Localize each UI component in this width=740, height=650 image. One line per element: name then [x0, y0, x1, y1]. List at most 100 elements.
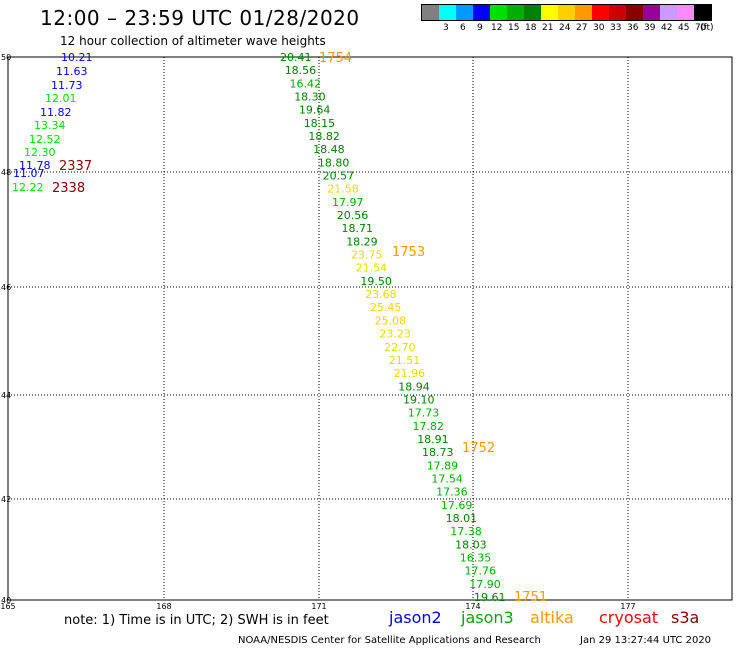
wave-height-label: 17.38: [450, 525, 482, 538]
legend-label: 6: [460, 23, 466, 33]
wave-height-label: 18.01: [446, 512, 478, 525]
wave-height-label: 21.58: [327, 183, 359, 196]
latitude-tick-label: 42: [1, 495, 11, 504]
wave-height-label: 16.35: [460, 552, 492, 565]
wave-height-label: 20.56: [337, 209, 369, 222]
wave-height-label: 12.01: [45, 92, 77, 105]
legend-swatch: [575, 5, 592, 20]
wave-height-label: 19.64: [299, 104, 331, 117]
legend-swatch: [626, 5, 643, 20]
legend-swatch: [439, 5, 456, 20]
wave-height-label: 11.82: [40, 106, 72, 119]
satellite-name: altika: [530, 608, 574, 627]
wave-height-label: 11.63: [56, 65, 88, 78]
wave-height-label: 19.10: [403, 393, 435, 406]
track-time-label: 1752: [462, 441, 495, 456]
latitude-tick-label: 50: [1, 53, 11, 62]
legend-swatch: [473, 5, 490, 20]
wave-height-label: 18.71: [342, 222, 374, 235]
satellite-name: jason2: [389, 608, 442, 627]
wave-height-label: 17.90: [469, 578, 501, 591]
legend-swatch: [422, 5, 439, 20]
longitude-tick-label: 174: [465, 602, 480, 611]
map-subtitle: 12 hour collection of altimeter wave hei…: [60, 34, 326, 48]
legend-label: 45: [678, 23, 690, 33]
wave-height-label: 17.76: [465, 565, 497, 578]
map-grid: [7, 56, 733, 601]
wave-height-label: 25.45: [370, 301, 402, 314]
wave-height-label: 17.69: [441, 499, 473, 512]
wave-height-label: 18.73: [422, 446, 454, 459]
wave-height-label: 12.52: [29, 133, 61, 146]
legend-label: 70: [695, 23, 707, 33]
map-frame: [7, 56, 733, 601]
wave-height-label: 19.61: [474, 591, 506, 604]
legend-label: 27: [576, 23, 588, 33]
legend-label: 9: [477, 23, 483, 33]
longitude-tick-label: 177: [620, 602, 635, 611]
legend-label: 3: [443, 23, 449, 33]
latitude-tick-label: 44: [1, 391, 11, 400]
legend-swatches: [421, 4, 712, 21]
wave-height-label: 11.73: [51, 79, 83, 92]
wave-height-label: 18.30: [294, 91, 326, 104]
wave-height-label: 18.03: [455, 538, 487, 551]
wave-height-label: 18.48: [313, 143, 345, 156]
wave-height-label: 10.21: [61, 51, 93, 64]
satellite-name: s3a: [671, 608, 700, 627]
wave-height-label: 17.97: [332, 196, 364, 209]
legend-swatch: [609, 5, 626, 20]
track-time-label: 1754: [319, 51, 352, 66]
wave-height-label: 18.94: [398, 380, 430, 393]
wave-height-label: 18.91: [417, 433, 449, 446]
legend-label: 42: [661, 23, 673, 33]
wave-height-label: 17.36: [436, 486, 468, 499]
legend-swatch: [541, 5, 558, 20]
legend-label: 21: [542, 23, 554, 33]
wave-height-label: 20.41: [280, 51, 312, 64]
legend-swatch: [524, 5, 541, 20]
legend-labels: 3 6 9 12 15 18 21 24 27 30 33 36 39 42 45 70 (ft): [421, 23, 714, 35]
wave-height-label: 18.56: [285, 64, 317, 77]
wave-height-label: 18.15: [304, 117, 336, 130]
latitude-tick-label: 40: [1, 596, 11, 605]
satellite-name: cryosat: [599, 608, 659, 627]
legend-swatch: [490, 5, 507, 20]
track-time-labels: 1754 1753 1752 1751 2337 2338: [52, 51, 547, 605]
legend-label: 18: [525, 23, 537, 33]
satellite-name: jason3: [461, 608, 514, 627]
wave-height-label: 17.82: [413, 420, 445, 433]
wave-height-label: 12.22: [12, 181, 44, 194]
wave-height-label: 13.34: [34, 119, 66, 132]
longitude-tick-label: 168: [156, 602, 171, 611]
wave-height-label: 20.57: [323, 170, 355, 183]
wave-height-color-legend: 3 6 9 12 15 18 21 24 27 30 33 36 39 42 45 70 (ft): [421, 4, 714, 35]
footer-note: note: 1) Time is in UTC; 2) SWH is in fe…: [64, 613, 329, 628]
footer-generated-time: Jan 29 13:27:44 UTC 2020: [580, 635, 712, 646]
legend-swatch: [643, 5, 660, 20]
track-time-label: 1751: [514, 590, 547, 605]
track-time-label: 2337: [59, 159, 92, 174]
legend-label: 33: [610, 23, 622, 33]
wave-height-label: 19.50: [360, 275, 392, 288]
wave-height-observations: 10.2111.6311.7312.0111.8213.3412.5212.30…: [12, 51, 506, 604]
legend-swatch: [456, 5, 473, 20]
map-title: 12:00 – 23:59 UTC 01/28/2020: [40, 6, 360, 30]
wave-height-label: 18.80: [318, 156, 350, 169]
legend-label: 36: [627, 23, 639, 33]
wave-height-label: 25.08: [375, 314, 407, 327]
legend-label: 15: [508, 23, 520, 33]
legend-swatch: [694, 5, 711, 20]
legend-swatch: [507, 5, 524, 20]
longitude-tick-label: 171: [311, 602, 326, 611]
wave-height-label: 21.51: [389, 354, 421, 367]
track-time-label: 2338: [52, 181, 85, 196]
wave-height-label: 18.29: [346, 235, 378, 248]
wave-height-label: 23.75: [351, 249, 383, 262]
wave-height-label: 11.07: [13, 167, 45, 180]
latitude-tick-label: 48: [1, 168, 11, 177]
legend-swatch: [677, 5, 694, 20]
wave-height-label: 21.54: [356, 262, 388, 275]
